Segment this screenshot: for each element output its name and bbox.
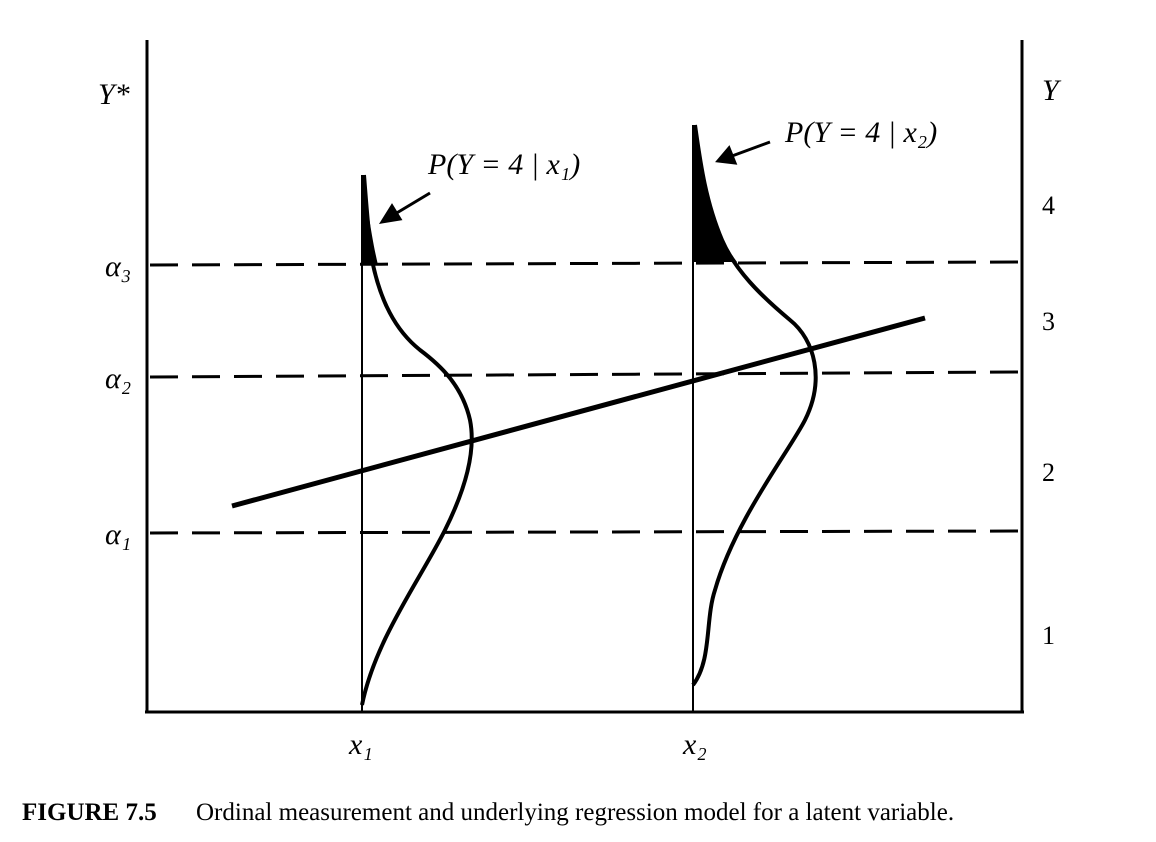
caption-text: Ordinal measurement and underlying regre…	[196, 799, 954, 826]
x-label: x₂	[682, 728, 707, 761]
threshold-label: α₁	[105, 518, 131, 551]
density-curve	[360, 174, 474, 706]
category-label: 3	[1042, 307, 1055, 336]
annotation: P(Y = 4 | x₁)	[427, 148, 580, 181]
axes	[145, 40, 1024, 714]
threshold-line	[149, 529, 1021, 535]
axis-label: Y*	[98, 78, 130, 111]
arrows	[378, 140, 771, 225]
annotation: P(Y = 4 | x₂)	[784, 116, 937, 149]
regression-line	[231, 315, 926, 509]
category-label: 4	[1042, 191, 1055, 220]
category-label: 1	[1042, 621, 1055, 650]
arrow	[731, 140, 771, 158]
arrow-head	[715, 145, 738, 165]
axis-label: Y	[1042, 74, 1062, 107]
threshold-label: α₃	[105, 250, 131, 283]
threshold-line	[149, 260, 1021, 267]
density-curve	[691, 124, 818, 687]
thresholds	[149, 260, 1021, 535]
arrow-head	[378, 203, 403, 225]
threshold-label: α₂	[105, 362, 131, 395]
densities	[360, 124, 818, 706]
x-label: x₁	[348, 728, 373, 761]
caption-label: FIGURE 7.5	[22, 799, 157, 826]
category-label: 2	[1042, 458, 1055, 487]
threshold-line	[149, 370, 1021, 379]
tail-area-2	[693, 125, 737, 262]
arrow	[394, 191, 431, 216]
